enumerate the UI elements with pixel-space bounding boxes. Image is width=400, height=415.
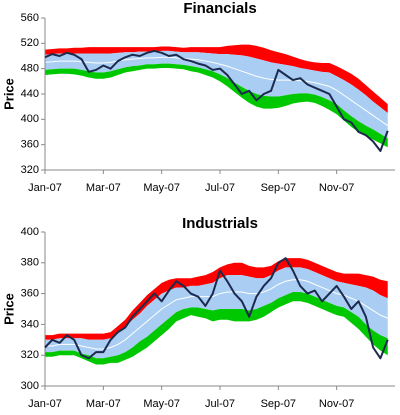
y-tick-label: 320	[21, 349, 39, 361]
moving-average	[44, 56, 388, 127]
x-tick-label: May-07	[143, 398, 180, 410]
band	[45, 63, 388, 148]
y-tick-label: 480	[21, 63, 39, 75]
y-tick-label: 560	[21, 12, 39, 24]
x-tick-label: Nov-07	[319, 398, 354, 410]
y-tick-label: 320	[21, 164, 39, 176]
y-axis-label: Price	[1, 293, 16, 325]
x-tick-label: Jan-07	[28, 398, 62, 410]
y-tick-label: 400	[21, 226, 39, 238]
band	[45, 292, 388, 365]
band	[45, 44, 388, 113]
x-tick-label: Jul-07	[205, 398, 235, 410]
x-tick-label: Jan-07	[28, 182, 62, 194]
y-tick-label: 440	[21, 88, 39, 100]
x-tick-label: Nov-07	[319, 182, 354, 194]
y-axis-label: Price	[1, 78, 16, 110]
x-tick-label: Jul-07	[205, 182, 235, 194]
y-tick-label: 360	[21, 139, 39, 151]
x-tick-label: Mar-07	[86, 182, 121, 194]
x-tick-label: May-07	[143, 182, 180, 194]
y-tick-label: 360	[21, 288, 39, 300]
x-tick-label: Mar-07	[86, 398, 121, 410]
x-tick-label: Sep-07	[261, 182, 296, 194]
x-tick-label: Sep-07	[261, 398, 296, 410]
chart-title: Industrials	[182, 215, 258, 232]
price-line	[44, 257, 389, 360]
y-tick-label: 380	[21, 257, 39, 269]
price-line	[44, 49, 389, 152]
y-tick-label: 400	[21, 113, 39, 125]
chart-title: Financials	[183, 0, 256, 17]
y-tick-label: 300	[21, 380, 39, 392]
y-tick-label: 520	[21, 37, 39, 49]
y-tick-label: 340	[21, 318, 39, 330]
band	[45, 50, 388, 139]
